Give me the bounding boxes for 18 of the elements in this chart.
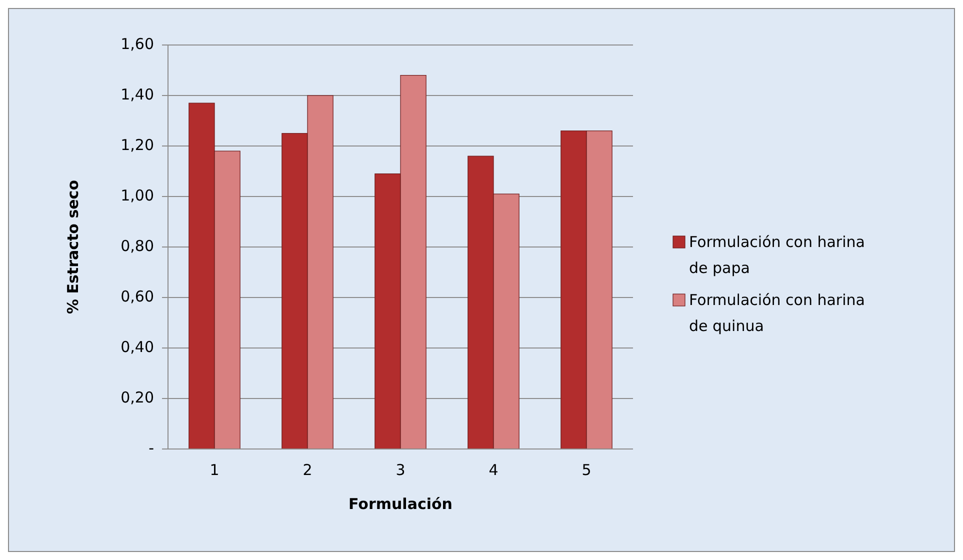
y-tick-label: 1,00 — [120, 186, 154, 205]
y-tick-label: 0,40 — [120, 338, 154, 356]
y-tick-label: 0,60 — [120, 288, 154, 306]
y-axis-title: % Estracto seco — [64, 180, 82, 314]
y-tick-label: - — [148, 439, 154, 458]
y-tick-label: 0,20 — [120, 388, 154, 407]
y-tick-label: 1,40 — [120, 86, 154, 104]
x-tick-label: 3 — [396, 461, 406, 479]
y-tick-label: 0,80 — [120, 237, 154, 256]
x-tick-label: 4 — [488, 461, 498, 479]
x-axis-title: Formulación — [348, 495, 452, 513]
legend-label: Formulación con harina de quinua — [689, 291, 865, 336]
y-tick-label: 1,20 — [120, 136, 154, 154]
x-tick-label: 2 — [302, 461, 312, 479]
legend-label: Formulación con harina de papa — [689, 233, 865, 278]
x-tick-label: 5 — [582, 461, 592, 479]
x-tick-label: 1 — [210, 461, 220, 479]
y-tick-label: 1,60 — [120, 35, 154, 54]
